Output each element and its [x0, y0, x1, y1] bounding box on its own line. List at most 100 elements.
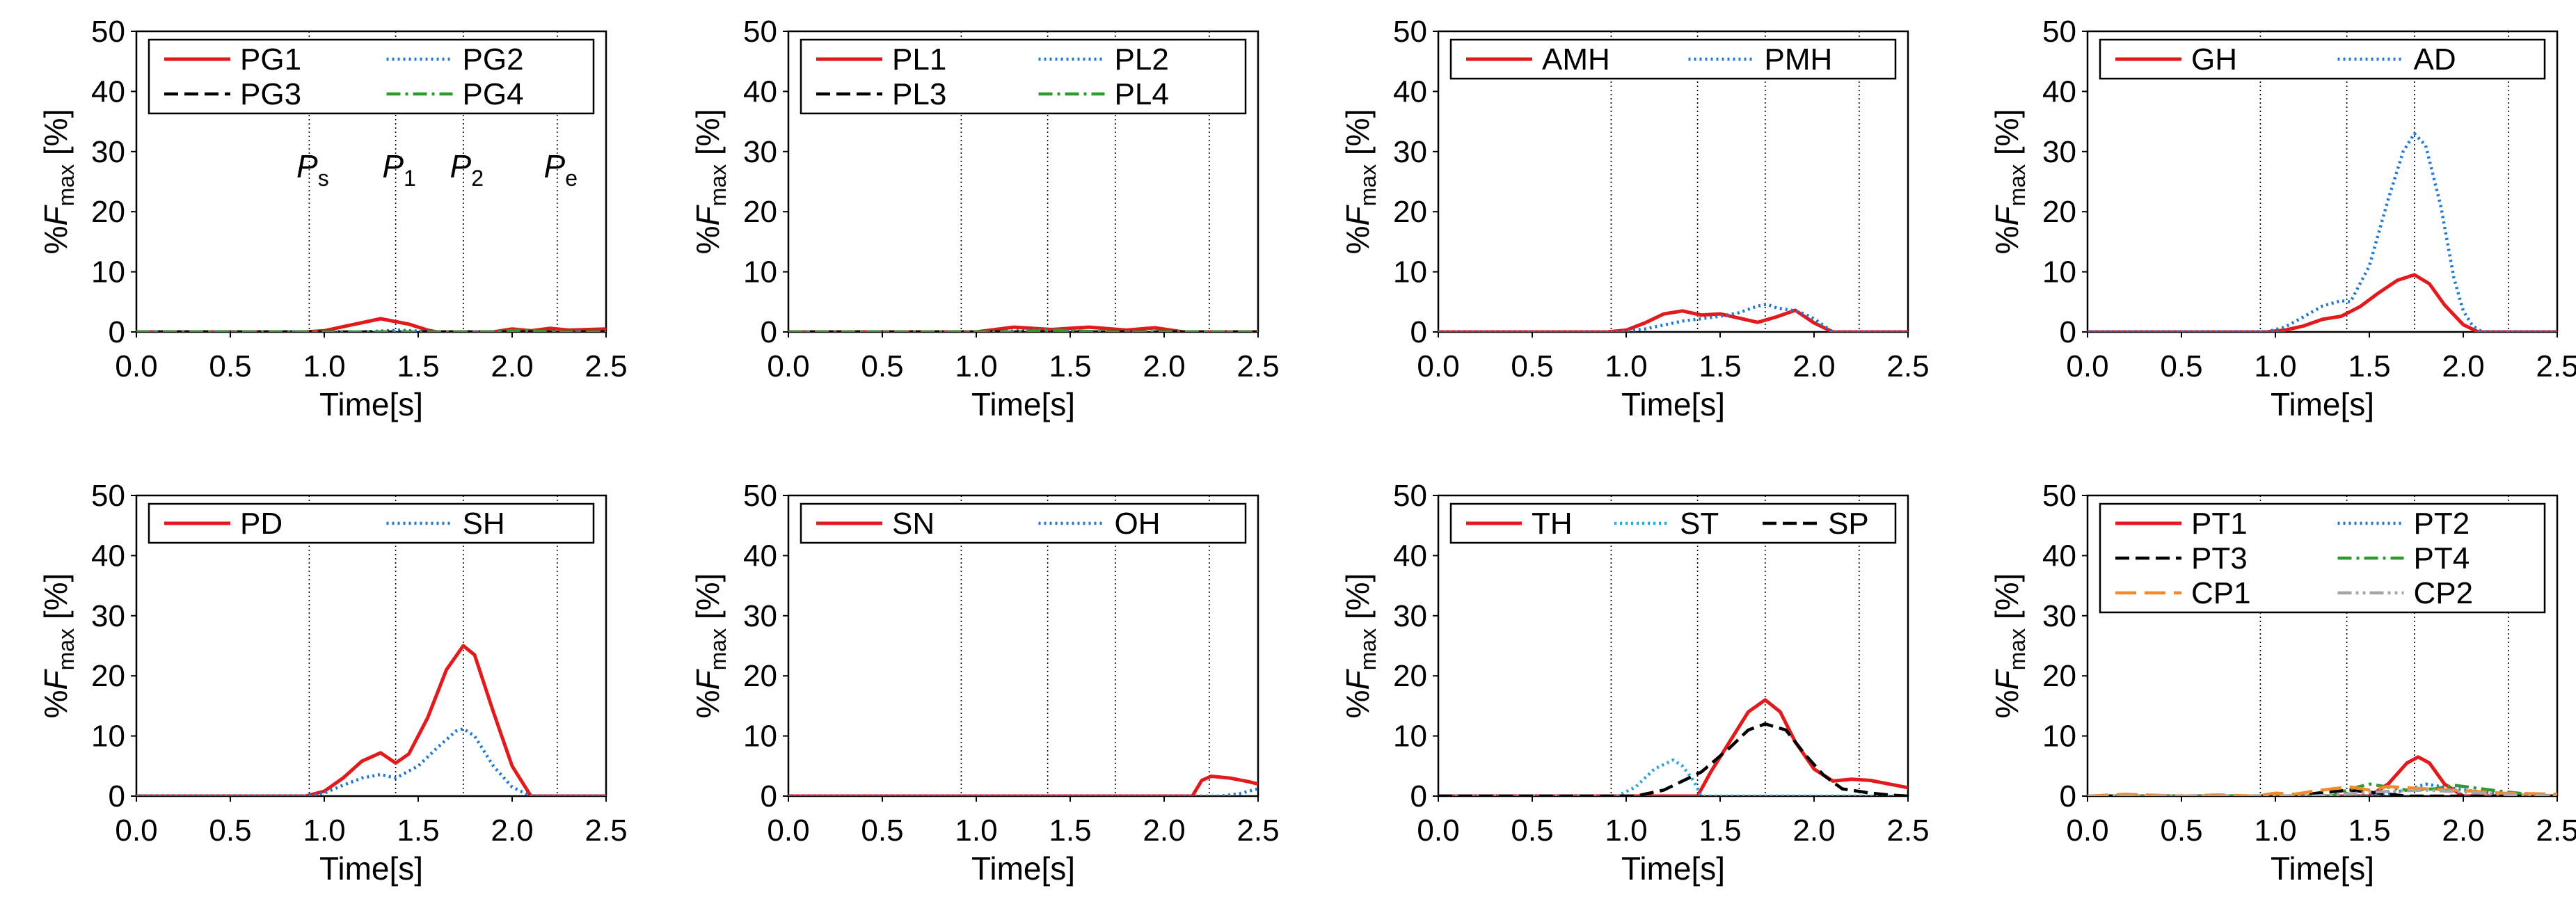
chart-panel-5: 0 10 20 30 40 50 0.0 0.5 1.0 1.5 2.0 2.5 Time[s] %Fma… [38, 479, 628, 887]
y-tick-label: 40 [2042, 539, 2076, 573]
y-axis-label: %Fmax [%] [1989, 109, 2030, 255]
chart-panel-1: 0 10 20 30 40 50 0.0 0.5 1.0 1.5 2.0 2.5 Time[s] %Fma… [38, 15, 628, 422]
x-tick-label: 0.0 [115, 813, 157, 848]
y-tick-label: 0 [109, 779, 125, 813]
x-tick-label: 1.5 [1699, 349, 1741, 383]
legend-label-pl1: PL1 [892, 42, 946, 77]
x-tick-label: 1.5 [2348, 813, 2390, 848]
y-tick-label: 50 [743, 15, 777, 49]
y-tick-label: 50 [2042, 479, 2076, 513]
series-line-sp [1438, 722, 1908, 796]
x-tick-label: 1.0 [2254, 349, 2296, 383]
x-tick-label: 2.0 [491, 813, 533, 848]
x-tick-label: 2.0 [1792, 349, 1835, 383]
series-group [136, 644, 606, 796]
y-tick-label: 50 [1393, 479, 1427, 513]
x-tick-label: 2.5 [1237, 813, 1279, 848]
x-tick-label: 2.0 [2442, 813, 2484, 848]
x-tick-label: 2.5 [2536, 813, 2576, 848]
y-tick-label: 10 [1393, 255, 1427, 289]
legend-label-pg4: PG4 [463, 77, 524, 111]
x-axis-label: Time[s] [2271, 386, 2374, 422]
y-axis-label: %Fmax [%] [1989, 573, 2030, 719]
series-line-cp2 [2088, 788, 2557, 796]
legend-label-gh: GH [2191, 42, 2237, 77]
y-tick-label: 30 [2042, 599, 2076, 633]
x-tick-label: 2.5 [1237, 349, 1279, 383]
y-tick-label: 50 [2042, 15, 2076, 49]
y-axis-label: %Fmax [%] [1339, 573, 1381, 719]
legend-label-ad: AD [2414, 42, 2456, 77]
x-tick-label: 1.5 [1699, 813, 1741, 848]
x-tick-label: 0.0 [1417, 349, 1459, 383]
x-tick-label: 2.0 [2442, 349, 2484, 383]
x-tick-label: 1.0 [2254, 813, 2296, 848]
x-axis-label: Time[s] [1621, 850, 1725, 887]
chart-panel-7: 0 10 20 30 40 50 0.0 0.5 1.0 1.5 2.0 2.5 Time[s] %Fma… [1339, 479, 1930, 887]
y-tick-label: 10 [743, 255, 777, 289]
phase-label-e: Pe [544, 148, 578, 191]
x-tick-label: 2.5 [585, 813, 627, 848]
chart-panel-4: 0 10 20 30 40 50 0.0 0.5 1.0 1.5 2.0 2.5 Time[s] %Fma… [1989, 15, 2576, 422]
x-tick-label: 2.0 [1792, 813, 1835, 848]
y-tick-label: 40 [2042, 74, 2076, 109]
y-axis-label: %Fmax [%] [1339, 109, 1381, 255]
legend-label-pg1: PG1 [240, 42, 301, 77]
x-tick-label: 0.5 [861, 813, 903, 848]
x-tick-label: 0.5 [2160, 349, 2202, 383]
x-tick-label: 1.5 [2348, 349, 2390, 383]
y-tick-label: 0 [761, 315, 777, 349]
legend-label-pt4: PT4 [2414, 541, 2470, 575]
y-tick-label: 20 [743, 659, 777, 693]
legend-label-pt3: PT3 [2191, 541, 2248, 575]
y-tick-label: 20 [2042, 659, 2076, 693]
x-tick-label: 2.0 [1143, 349, 1185, 383]
series-group [136, 317, 606, 332]
phase-label-2: P2 [450, 148, 484, 191]
x-axis-label: Time[s] [1621, 386, 1725, 422]
x-axis-label: Time[s] [971, 850, 1075, 887]
x-tick-label: 0.0 [2066, 349, 2108, 383]
chart-panel-8: 0 10 20 30 40 50 0.0 0.5 1.0 1.5 2.0 2.5 Time[s] %Fma… [1989, 479, 2576, 887]
x-tick-label: 1.5 [397, 349, 439, 383]
legend-label-sn: SN [892, 507, 935, 541]
series-group [1438, 698, 1908, 796]
y-axis-label: %Fmax [%] [38, 109, 79, 255]
y-tick-label: 40 [91, 539, 125, 573]
plot-frame [2086, 30, 2559, 333]
y-tick-label: 30 [1393, 599, 1427, 633]
x-tick-label: 0.5 [1511, 349, 1553, 383]
y-tick-label: 0 [2060, 779, 2076, 813]
series-line-oh [788, 787, 1258, 796]
x-tick-label: 1.0 [1605, 349, 1647, 383]
chart-panel-3: 0 10 20 30 40 50 0.0 0.5 1.0 1.5 2.0 2.5 Time[s] %Fma… [1339, 15, 1930, 422]
x-tick-label: 1.0 [955, 349, 997, 383]
y-tick-label: 40 [743, 74, 777, 109]
legend-label-oh: OH [1115, 507, 1161, 541]
y-tick-label: 0 [1410, 315, 1427, 349]
y-tick-label: 40 [91, 74, 125, 109]
y-tick-label: 20 [743, 195, 777, 229]
legend-label-th: TH [1532, 507, 1573, 541]
legend: AMH PMH [1449, 38, 1897, 80]
y-axis-label: %Fmax [%] [690, 573, 731, 719]
y-tick-label: 20 [91, 195, 125, 229]
series-line-pmh [1438, 303, 1908, 332]
y-tick-label: 50 [91, 15, 125, 49]
x-tick-label: 2.0 [1143, 813, 1185, 848]
y-tick-label: 20 [1393, 195, 1427, 229]
series-line-st [1438, 758, 1908, 796]
series-group [788, 325, 1258, 332]
x-tick-label: 0.5 [861, 349, 903, 383]
x-axis-label: Time[s] [971, 386, 1075, 422]
x-tick-label: 1.0 [303, 813, 345, 848]
legend-box [148, 502, 595, 544]
legend-label-pl2: PL2 [1115, 42, 1169, 77]
x-tick-label: 0.5 [1511, 813, 1553, 848]
x-tick-label: 0.5 [209, 813, 251, 848]
legend-label-pt1: PT1 [2191, 507, 2248, 541]
plot-frame [1437, 30, 1909, 333]
plot-frame [135, 494, 607, 797]
y-tick-label: 10 [743, 720, 777, 754]
y-tick-label: 10 [2042, 720, 2076, 754]
